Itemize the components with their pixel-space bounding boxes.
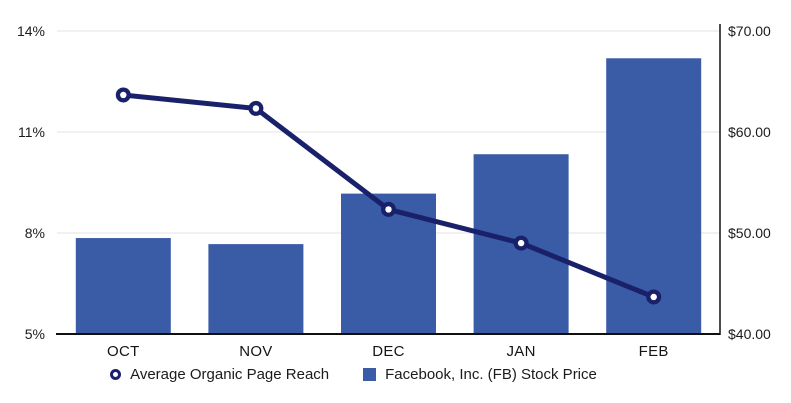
right-axis-tick: $50.00 (728, 225, 771, 241)
data-point-center (252, 105, 260, 112)
bar-series-marker-icon (363, 368, 377, 381)
x-axis-label: FEB (638, 343, 669, 360)
data-point-center (385, 206, 392, 213)
right-axis-tick: $40.00 (728, 326, 771, 342)
bar-feb (606, 58, 702, 335)
data-point-center (517, 239, 525, 247)
x-axis-label: NOV (239, 343, 273, 360)
x-axis-label: JAN (506, 343, 536, 360)
bar-oct (75, 238, 171, 334)
legend-item-stock-price: Facebook, Inc. (FB) Stock Price (363, 366, 597, 383)
x-axis-label: OCT (107, 343, 140, 360)
bar-nov (208, 244, 304, 334)
left-axis-tick: 8% (24, 225, 45, 241)
left-axis-tick: 5% (24, 326, 45, 342)
legend-label: Facebook, Inc. (FB) Stock Price (385, 366, 597, 383)
legend-item-page-reach: Average Organic Page Reach (110, 366, 329, 383)
left-axis-tick: 14% (16, 23, 45, 39)
right-axis-tick: $70.00 (728, 23, 771, 39)
data-point-center (650, 293, 657, 301)
legend-label: Average Organic Page Reach (130, 366, 330, 383)
chart-legend: Average Organic Page Reach Facebook, Inc… (0, 366, 749, 383)
left-axis-tick: 11% (18, 124, 45, 140)
right-axis-tick: $60.00 (728, 124, 771, 140)
line-series-marker-icon (110, 369, 122, 380)
data-point-center (120, 91, 127, 99)
x-axis-label: DEC (372, 343, 405, 360)
